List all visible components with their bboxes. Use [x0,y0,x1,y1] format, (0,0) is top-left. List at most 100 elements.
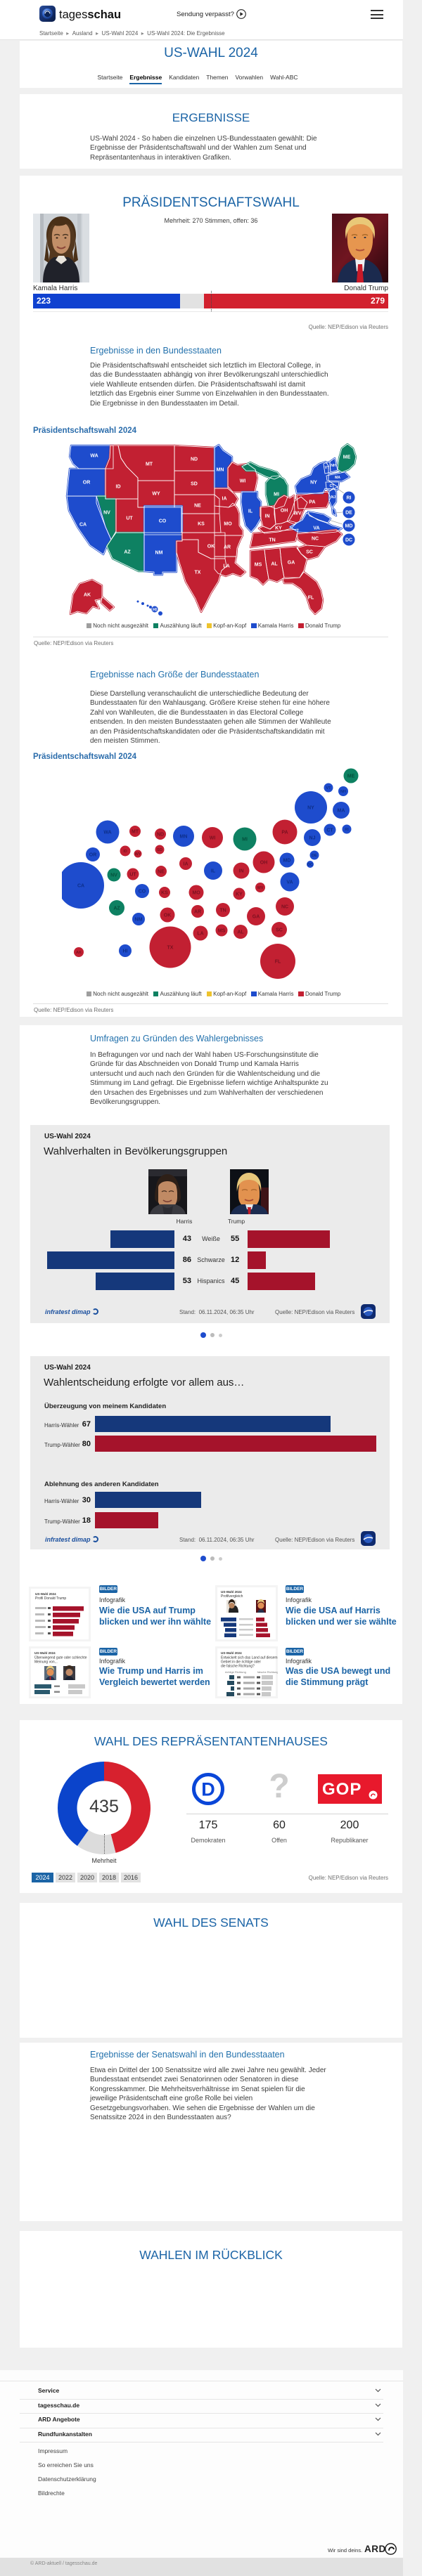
svg-text:AL: AL [271,562,278,567]
svg-text:MS: MS [218,929,226,934]
svg-text:TX: TX [167,946,174,951]
svg-text:AK: AK [76,951,82,955]
svg-text:TN: TN [219,909,226,913]
svg-text:GA: GA [252,915,260,920]
svg-text:TX: TX [195,571,201,575]
svg-text:CO: CO [139,890,146,895]
svg-text:NE: NE [158,870,165,875]
svg-text:IL: IL [248,509,253,514]
svg-text:AR: AR [194,910,201,915]
svg-text:NV: NV [103,511,110,516]
svg-text:Profilvergleich: Profilvergleich [221,1594,243,1599]
svg-text:RI: RI [345,828,349,832]
svg-text:IN: IN [265,514,270,519]
svg-text:OH: OH [260,861,268,866]
svg-text:OR: OR [83,481,91,486]
svg-text:MA: MA [335,476,340,480]
svg-text:ID: ID [123,850,127,854]
svg-text:DE: DE [312,854,317,858]
svg-text:IL: IL [211,869,216,874]
svg-text:TN: TN [269,538,275,543]
svg-text:Überwiegend gute oder schlecht: Überwiegend gute oder schlechte [34,1655,87,1660]
svg-text:PA: PA [281,831,288,835]
svg-text:GA: GA [288,561,295,566]
svg-text:die falsche Richtung?: die falsche Richtung? [221,1665,255,1669]
svg-text:KY: KY [236,892,243,897]
svg-text:CA: CA [79,523,87,528]
svg-text:WI: WI [210,836,216,841]
svg-text:DE: DE [345,511,352,516]
svg-text:OK: OK [164,913,172,918]
svg-text:ME: ME [347,774,355,779]
svg-text:SD: SD [191,482,198,487]
svg-text:NE: NE [194,504,201,509]
svg-text:WY: WY [152,492,160,497]
svg-text:AL: AL [237,930,244,935]
svg-text:OH: OH [281,509,288,514]
svg-text:ND: ND [157,833,164,838]
svg-text:AR: AR [224,545,231,550]
svg-text:MI: MI [274,493,279,497]
svg-text:VA: VA [286,880,293,885]
svg-text:SC: SC [306,550,313,555]
svg-text:MT: MT [132,830,139,835]
svg-text:WI: WI [240,479,246,484]
svg-text:WA: WA [90,454,98,459]
svg-text:ID: ID [116,485,121,490]
svg-text:FL: FL [308,596,314,601]
svg-text:OK: OK [207,545,215,549]
svg-text:NY: NY [310,481,317,486]
svg-text:MO: MO [224,522,232,527]
svg-text:PA: PA [309,500,315,505]
svg-text:VA: VA [313,526,319,531]
svg-text:US-Wahl 2024: US-Wahl 2024 [34,1651,56,1655]
svg-text:US-Wahl 2024: US-Wahl 2024 [221,1590,242,1594]
svg-text:NC: NC [312,537,319,542]
svg-text:SC: SC [276,928,283,933]
svg-text:Entwickelt sich das Land auf d: Entwickelt sich das Land auf diesem [221,1656,278,1660]
svg-text:HI: HI [123,949,128,954]
svg-text:MD: MD [345,524,353,529]
svg-text:CT: CT [326,828,333,833]
svg-text:WA: WA [103,831,111,835]
svg-text:NM: NM [155,551,163,556]
svg-text:AZ: AZ [124,550,131,555]
svg-text:CO: CO [159,519,167,524]
svg-text:CA: CA [77,884,84,889]
svg-text:richtige Richtung: richtige Richtung [225,1670,246,1674]
svg-text:Profil Donald Trump: Profil Donald Trump [35,1596,66,1601]
svg-text:OR: OR [89,853,97,858]
svg-text:WY: WY [135,852,141,857]
svg-text:falsche Richtung: falsche Richtung [257,1670,278,1674]
svg-text:IN: IN [239,869,244,874]
svg-text:NJ: NJ [331,495,336,500]
svg-text:WV: WV [257,886,264,890]
svg-text:RI: RI [347,496,352,501]
svg-text:NH: NH [331,464,336,468]
svg-text:IA: IA [222,497,227,502]
svg-text:MN: MN [217,468,224,473]
svg-text:DC: DC [307,863,313,867]
svg-text:VT: VT [325,466,329,470]
svg-text:D: D [201,1779,215,1800]
svg-text:CT: CT [330,484,335,488]
svg-text:NJ: NJ [309,836,316,841]
svg-text:Gebiet in die richtige oder: Gebiet in die richtige oder [221,1660,261,1665]
svg-text:NM: NM [135,918,143,923]
svg-text:SD: SD [157,848,162,852]
svg-text:KS: KS [161,891,168,896]
svg-text:Meinung von...: Meinung von... [34,1660,58,1665]
svg-text:IA: IA [184,862,188,867]
svg-text:MD: MD [283,859,291,864]
svg-text:AZ: AZ [113,906,120,911]
svg-text:WV: WV [293,512,302,516]
svg-text:NV: NV [110,873,117,878]
svg-text:LA: LA [197,932,203,937]
svg-text:KS: KS [198,522,205,527]
svg-text:NH: NH [340,790,346,794]
svg-text:MA: MA [338,809,345,814]
svg-text:KY: KY [275,526,282,531]
svg-text:MO: MO [192,891,200,896]
svg-text:HI: HI [153,609,157,613]
svg-text:NC: NC [281,905,288,910]
